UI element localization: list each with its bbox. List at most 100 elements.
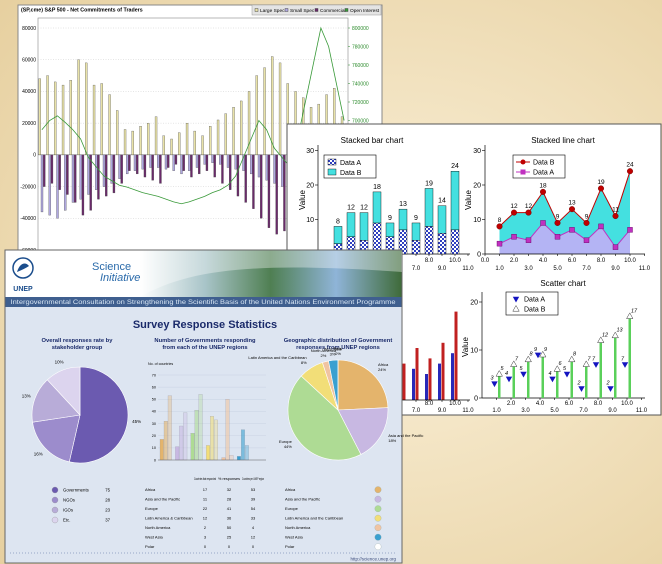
legend-swatch — [345, 9, 348, 12]
bar — [429, 358, 432, 400]
x-tick-label: 9.0 — [611, 266, 620, 272]
stem-b — [513, 364, 516, 398]
y-tick-label: 50 — [152, 398, 156, 402]
bar — [222, 458, 226, 460]
chart-title: Stacked bar chart — [341, 136, 404, 145]
bar — [121, 155, 123, 184]
bar — [235, 155, 237, 169]
bar — [57, 155, 59, 218]
x-tick-label: 8.0 — [597, 258, 606, 264]
bar — [155, 117, 157, 155]
bar-segment — [451, 171, 459, 230]
point-a — [584, 238, 589, 243]
bar — [90, 155, 92, 211]
table-value: 41 — [227, 506, 232, 511]
legend-marker — [52, 507, 58, 513]
point-b — [555, 220, 561, 226]
legend-marker — [521, 160, 526, 165]
x-tick-label: 7.0 — [579, 408, 588, 414]
y-tick-label: 20 — [470, 300, 478, 307]
banner-text: Intergovernmental Consultation on Streng… — [11, 299, 397, 306]
table-region: West Asia — [145, 535, 163, 540]
legend-label: IGOs — [63, 508, 73, 513]
table-value: 12 — [251, 535, 256, 540]
y-tick-label: 60000 — [22, 58, 36, 64]
bar-segment — [399, 209, 407, 230]
x-tick-label: 10.0 — [449, 401, 461, 407]
point-a — [570, 227, 575, 232]
bar — [252, 155, 254, 209]
point-b — [613, 213, 619, 219]
collage: (SP,cme) S&P 500 - Net Commitments of Tr… — [0, 0, 662, 564]
point-a — [526, 238, 531, 243]
x-tick-label: 2.0 — [510, 258, 519, 264]
bar — [206, 155, 208, 171]
table-marker — [375, 496, 381, 502]
data-label: 9 — [414, 215, 418, 222]
data-label: 12 — [360, 205, 368, 212]
bar — [144, 155, 146, 177]
bar — [173, 155, 175, 171]
x-tick-label: 11.0 — [462, 266, 474, 272]
legend-count: 37 — [105, 518, 110, 523]
data-label: 2 — [576, 380, 580, 386]
bar — [49, 155, 51, 215]
bar — [188, 155, 190, 171]
table-header: Countries per UNEP region — [242, 477, 264, 481]
bar — [264, 68, 266, 155]
data-label: 4 — [548, 371, 551, 377]
x-tick-label: 6.0 — [565, 401, 574, 407]
x-tick-label: 7.0 — [412, 266, 421, 272]
stem-b — [585, 364, 588, 398]
legend-label: Small Spec — [290, 8, 315, 14]
point-a — [555, 234, 560, 239]
y2-tick-label: 760000 — [352, 63, 369, 69]
bar — [167, 155, 169, 168]
point-b — [627, 168, 633, 174]
bar — [425, 374, 428, 400]
y-tick-label: 30 — [473, 148, 481, 155]
bar — [111, 155, 113, 184]
table-value: 17 — [203, 487, 208, 492]
x-tick-label: 5.0 — [553, 266, 562, 272]
bar — [97, 155, 99, 199]
legend-label: Data A — [524, 297, 545, 304]
y-tick-label: 70 — [152, 373, 156, 377]
footer-url: http://science.unep.org — [350, 557, 396, 562]
table-region: Polar — [285, 544, 295, 549]
table-region: Europe — [285, 506, 299, 511]
table-region: Asia and the Pacific — [285, 497, 320, 502]
legend-label: Governments — [63, 488, 89, 493]
bar — [132, 131, 134, 155]
stem-b — [629, 316, 632, 398]
bar — [268, 155, 270, 228]
data-label: 8 — [498, 217, 502, 224]
brand-line: Initiative — [100, 272, 140, 284]
data-label: 9 — [544, 347, 547, 353]
x-tick-label: 1.0 — [495, 266, 504, 272]
bar — [85, 63, 87, 155]
bar — [199, 394, 203, 460]
point-b — [598, 186, 604, 192]
y2-tick-label: 720000 — [352, 100, 369, 106]
y-tick-label: 40000 — [22, 89, 36, 95]
column-heading: from each of the UNEP regions — [162, 345, 247, 351]
bar — [451, 353, 454, 400]
bar — [219, 155, 221, 165]
slice-name: Latin America and the Caribbean — [248, 355, 306, 360]
y-tick-label: 30 — [306, 148, 314, 155]
bar — [245, 445, 249, 460]
data-label: 18 — [539, 182, 547, 189]
bar — [230, 455, 234, 460]
y-tick-label: -20000 — [20, 184, 36, 190]
stem-b — [571, 360, 574, 398]
table-value: 25 — [227, 535, 232, 540]
legend-label: Large Spec — [260, 8, 285, 14]
bar — [113, 155, 115, 193]
x-tick-label: 10.0 — [449, 258, 461, 264]
bar — [88, 155, 90, 195]
x-tick-label: 9.0 — [438, 408, 447, 414]
y-axis-label: Value — [461, 337, 470, 357]
x-tick-label: 11.0 — [636, 408, 648, 414]
